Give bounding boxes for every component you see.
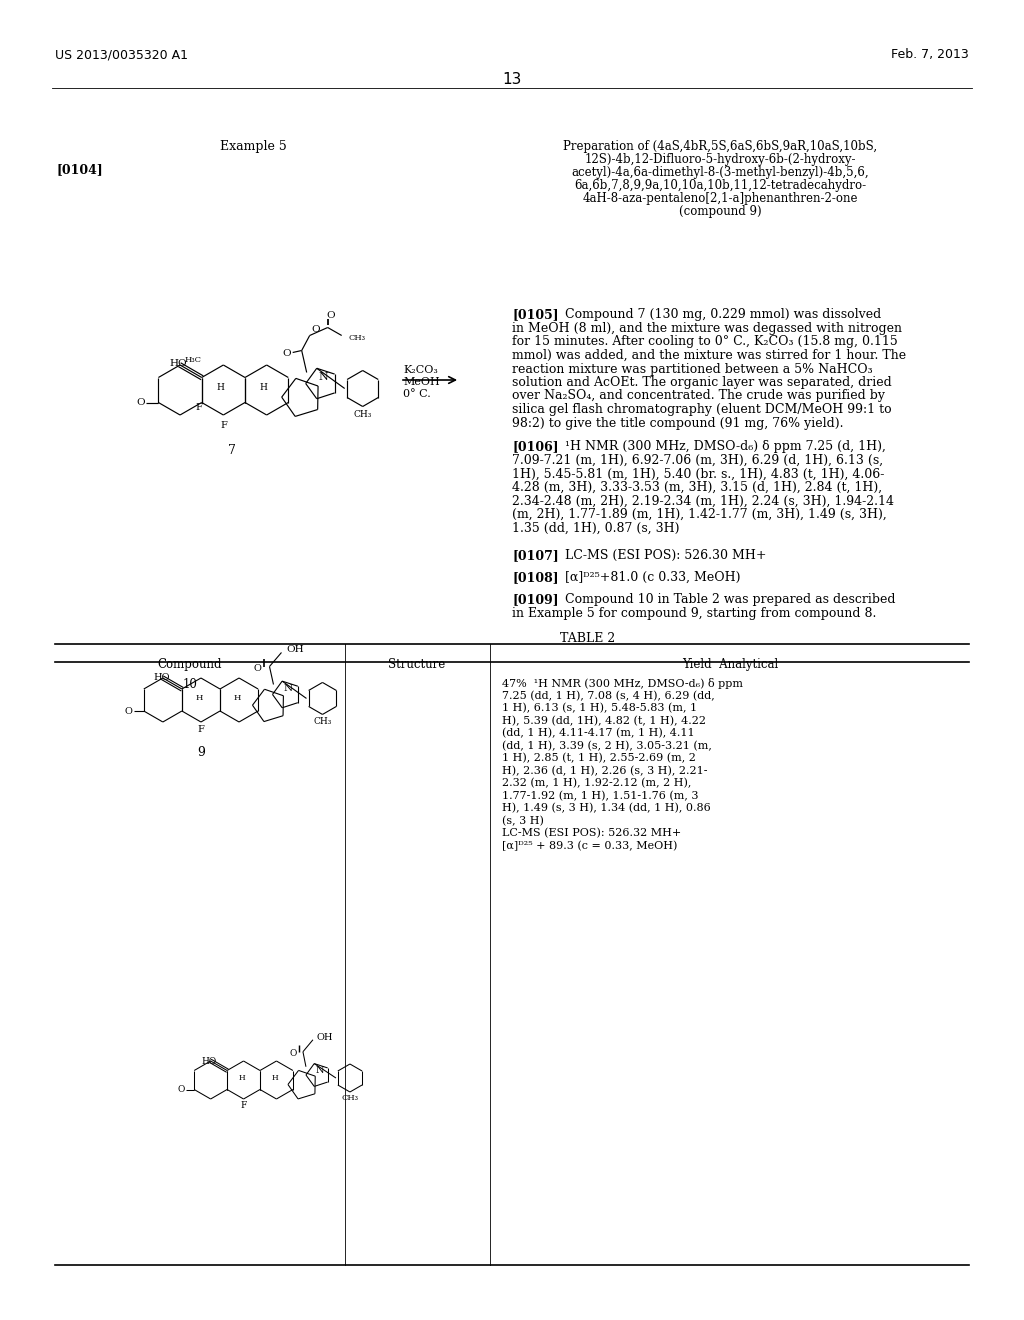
Text: (dd, 1 H), 4.11-4.17 (m, 1 H), 4.11: (dd, 1 H), 4.11-4.17 (m, 1 H), 4.11 xyxy=(502,729,694,738)
Text: Preparation of (4aS,4bR,5S,6aS,6bS,9aR,10aS,10bS,: Preparation of (4aS,4bR,5S,6aS,6bS,9aR,1… xyxy=(563,140,878,153)
Text: [α]ᴰ²⁵+81.0 (c 0.33, MeOH): [α]ᴰ²⁵+81.0 (c 0.33, MeOH) xyxy=(565,572,740,583)
Text: mmol) was added, and the mixture was stirred for 1 hour. The: mmol) was added, and the mixture was sti… xyxy=(512,348,906,362)
Text: 98:2) to give the title compound (91 mg, 76% yield).: 98:2) to give the title compound (91 mg,… xyxy=(512,417,844,429)
Text: [0105]: [0105] xyxy=(512,308,559,321)
Text: H: H xyxy=(216,383,224,392)
Text: CH₃: CH₃ xyxy=(313,717,332,726)
Text: H), 1.49 (s, 3 H), 1.34 (dd, 1 H), 0.86: H), 1.49 (s, 3 H), 1.34 (dd, 1 H), 0.86 xyxy=(502,803,711,813)
Text: H: H xyxy=(196,694,203,702)
Text: Feb. 7, 2013: Feb. 7, 2013 xyxy=(891,48,969,61)
Text: H: H xyxy=(271,1074,278,1082)
Text: 1.77-1.92 (m, 1 H), 1.51-1.76 (m, 3: 1.77-1.92 (m, 1 H), 1.51-1.76 (m, 3 xyxy=(502,791,698,801)
Text: for 15 minutes. After cooling to 0° C., K₂CO₃ (15.8 mg, 0.115: for 15 minutes. After cooling to 0° C., … xyxy=(512,335,898,348)
Text: [0107]: [0107] xyxy=(512,549,559,562)
Text: MeOH: MeOH xyxy=(403,378,439,387)
Text: 1 H), 6.13 (s, 1 H), 5.48-5.83 (m, 1: 1 H), 6.13 (s, 1 H), 5.48-5.83 (m, 1 xyxy=(502,704,697,713)
Text: N: N xyxy=(315,1065,325,1074)
Text: F: F xyxy=(220,421,226,429)
Text: Example 5: Example 5 xyxy=(219,140,287,153)
Text: 1 H), 2.85 (t, 1 H), 2.55-2.69 (m, 2: 1 H), 2.85 (t, 1 H), 2.55-2.69 (m, 2 xyxy=(502,752,696,763)
Text: H₃C: H₃C xyxy=(184,356,202,364)
Text: (s, 3 H): (s, 3 H) xyxy=(502,816,544,826)
Text: 1H), 5.45-5.81 (m, 1H), 5.40 (br. s., 1H), 4.83 (t, 1H), 4.06-: 1H), 5.45-5.81 (m, 1H), 5.40 (br. s., 1H… xyxy=(512,467,885,480)
Text: K₂CO₃: K₂CO₃ xyxy=(403,366,438,375)
Text: CH₃: CH₃ xyxy=(349,334,366,342)
Text: F: F xyxy=(198,726,205,734)
Text: solution and AcOEt. The organic layer was separated, dried: solution and AcOEt. The organic layer wa… xyxy=(512,376,892,389)
Text: H: H xyxy=(239,1074,245,1082)
Text: OH: OH xyxy=(316,1034,333,1043)
Text: 9: 9 xyxy=(197,746,205,759)
Text: O: O xyxy=(311,325,321,334)
Text: (m, 2H), 1.77-1.89 (m, 1H), 1.42-1.77 (m, 3H), 1.49 (s, 3H),: (m, 2H), 1.77-1.89 (m, 1H), 1.42-1.77 (m… xyxy=(512,508,887,521)
Text: [0104]: [0104] xyxy=(57,162,103,176)
Text: CH₃: CH₃ xyxy=(353,411,372,418)
Text: F: F xyxy=(196,403,202,412)
Text: [α]ᴰ²⁵ + 89.3 (c = 0.33, MeOH): [α]ᴰ²⁵ + 89.3 (c = 0.33, MeOH) xyxy=(502,841,677,851)
Text: 7: 7 xyxy=(228,444,236,457)
Text: HO: HO xyxy=(201,1056,216,1065)
Text: acetyl)-4a,6a-dimethyl-8-(3-methyl-benzyl)-4b,5,6,: acetyl)-4a,6a-dimethyl-8-(3-methyl-benzy… xyxy=(571,166,868,180)
Text: HO: HO xyxy=(170,359,187,368)
Text: reaction mixture was partitioned between a 5% NaHCO₃: reaction mixture was partitioned between… xyxy=(512,363,872,375)
Text: H), 5.39 (dd, 1H), 4.82 (t, 1 H), 4.22: H), 5.39 (dd, 1H), 4.82 (t, 1 H), 4.22 xyxy=(502,715,706,726)
Text: [0109]: [0109] xyxy=(512,593,559,606)
Text: (compound 9): (compound 9) xyxy=(679,205,761,218)
Text: OH: OH xyxy=(287,645,304,653)
Text: 10: 10 xyxy=(182,678,198,690)
Text: Compound 7 (130 mg, 0.229 mmol) was dissolved: Compound 7 (130 mg, 0.229 mmol) was diss… xyxy=(565,308,882,321)
Text: O: O xyxy=(327,312,335,319)
Text: [0106]: [0106] xyxy=(512,440,559,453)
Text: HO: HO xyxy=(153,673,169,682)
Text: (dd, 1 H), 3.39 (s, 2 H), 3.05-3.21 (m,: (dd, 1 H), 3.39 (s, 2 H), 3.05-3.21 (m, xyxy=(502,741,712,751)
Text: US 2013/0035320 A1: US 2013/0035320 A1 xyxy=(55,48,188,61)
Text: O: O xyxy=(136,399,144,407)
Text: 0° C.: 0° C. xyxy=(403,389,431,399)
Text: 4aH-8-aza-pentaleno[2,1-a]phenanthren-2-one: 4aH-8-aza-pentaleno[2,1-a]phenanthren-2-… xyxy=(583,191,858,205)
Text: F: F xyxy=(241,1101,247,1110)
Text: CH₃: CH₃ xyxy=(341,1094,358,1102)
Text: 7.09-7.21 (m, 1H), 6.92-7.06 (m, 3H), 6.29 (d, 1H), 6.13 (s,: 7.09-7.21 (m, 1H), 6.92-7.06 (m, 3H), 6.… xyxy=(512,454,883,467)
Text: 1.35 (dd, 1H), 0.87 (s, 3H): 1.35 (dd, 1H), 0.87 (s, 3H) xyxy=(512,521,680,535)
Text: silica gel flash chromatography (eluent DCM/MeOH 99:1 to: silica gel flash chromatography (eluent … xyxy=(512,403,892,416)
Text: 2.32 (m, 1 H), 1.92-2.12 (m, 2 H),: 2.32 (m, 1 H), 1.92-2.12 (m, 2 H), xyxy=(502,777,691,788)
Text: O: O xyxy=(177,1085,185,1094)
Text: H: H xyxy=(260,383,267,392)
Text: 7.25 (dd, 1 H), 7.08 (s, 4 H), 6.29 (dd,: 7.25 (dd, 1 H), 7.08 (s, 4 H), 6.29 (dd, xyxy=(502,690,715,701)
Text: 4.28 (m, 3H), 3.33-3.53 (m, 3H), 3.15 (d, 1H), 2.84 (t, 1H),: 4.28 (m, 3H), 3.33-3.53 (m, 3H), 3.15 (d… xyxy=(512,480,882,494)
Text: ¹H NMR (300 MHz, DMSO-d₆) δ ppm 7.25 (d, 1H),: ¹H NMR (300 MHz, DMSO-d₆) δ ppm 7.25 (d,… xyxy=(565,440,886,453)
Text: N: N xyxy=(284,684,293,693)
Text: O: O xyxy=(254,664,261,673)
Text: Yield  Analytical: Yield Analytical xyxy=(682,657,778,671)
Text: LC-MS (ESI POS): 526.32 MH+: LC-MS (ESI POS): 526.32 MH+ xyxy=(502,828,681,838)
Text: Compound 10 in Table 2 was prepared as described: Compound 10 in Table 2 was prepared as d… xyxy=(565,593,896,606)
Text: O: O xyxy=(289,1049,297,1059)
Text: in Example 5 for compound 9, starting from compound 8.: in Example 5 for compound 9, starting fr… xyxy=(512,607,877,620)
Text: over Na₂SO₄, and concentrated. The crude was purified by: over Na₂SO₄, and concentrated. The crude… xyxy=(512,389,885,403)
Text: N: N xyxy=(318,372,329,381)
Text: 12S)-4b,12-Difluoro-5-hydroxy-6b-(2-hydroxy-: 12S)-4b,12-Difluoro-5-hydroxy-6b-(2-hydr… xyxy=(585,153,856,166)
Text: Compound: Compound xyxy=(158,657,222,671)
Text: in MeOH (8 ml), and the mixture was degassed with nitrogen: in MeOH (8 ml), and the mixture was dega… xyxy=(512,322,902,335)
Text: 13: 13 xyxy=(503,73,521,87)
Text: O: O xyxy=(125,706,133,715)
Text: TABLE 2: TABLE 2 xyxy=(560,632,615,645)
Text: H), 2.36 (d, 1 H), 2.26 (s, 3 H), 2.21-: H), 2.36 (d, 1 H), 2.26 (s, 3 H), 2.21- xyxy=(502,766,708,776)
Text: Structure: Structure xyxy=(388,657,445,671)
Text: H: H xyxy=(233,694,241,702)
Text: O: O xyxy=(283,348,291,358)
Text: 2.34-2.48 (m, 2H), 2.19-2.34 (m, 1H), 2.24 (s, 3H), 1.94-2.14: 2.34-2.48 (m, 2H), 2.19-2.34 (m, 1H), 2.… xyxy=(512,495,894,507)
Text: LC-MS (ESI POS): 526.30 MH+: LC-MS (ESI POS): 526.30 MH+ xyxy=(565,549,767,562)
Text: 47%  ¹H NMR (300 MHz, DMSO-d₆) δ ppm: 47% ¹H NMR (300 MHz, DMSO-d₆) δ ppm xyxy=(502,678,743,689)
Text: 6a,6b,7,8,9,9a,10,10a,10b,11,12-tetradecahydro-: 6a,6b,7,8,9,9a,10,10a,10b,11,12-tetradec… xyxy=(573,180,866,191)
Text: [0108]: [0108] xyxy=(512,572,559,583)
